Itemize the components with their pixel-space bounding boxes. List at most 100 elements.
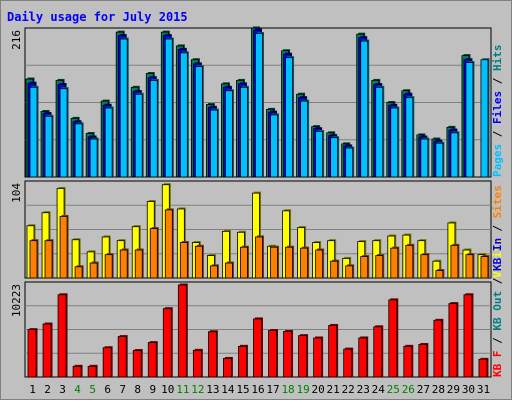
- hits-panel-bar-pages: [345, 147, 354, 178]
- kbytes-panel-legend-item: /: [491, 277, 504, 291]
- kbytes-panel-bar-kb-f: [132, 350, 142, 378]
- day-tick-label: 26: [402, 383, 415, 396]
- hits-panel-legend-item: Hits: [491, 45, 504, 78]
- kbytes-panel-bar-kb-f: [147, 342, 157, 378]
- hits-panel-bar-pages: [405, 97, 414, 178]
- visits-panel-bar-sites: [194, 245, 203, 279]
- visits-panel-bar-sites: [360, 256, 369, 279]
- day-tick-label: 14: [221, 383, 235, 396]
- kbytes-panel-bar-kb-f: [433, 319, 443, 378]
- visits-panel-bar-sites: [270, 246, 278, 279]
- kbytes-panel-bar-kb-f: [72, 365, 82, 378]
- hits-panel-legend-item: /: [491, 130, 504, 144]
- kbytes-panel-bar-kb-f: [42, 323, 52, 378]
- visits-panel-bar-sites: [59, 216, 68, 279]
- kbytes-panel-bar-kb-f: [253, 318, 262, 378]
- visits-panel-bar-sites: [345, 265, 354, 279]
- kbytes-panel-legend-item: /: [491, 337, 504, 351]
- hits-panel-bar-pages: [194, 66, 203, 178]
- hits-panel-legend: Pages / Files / Hits: [491, 45, 504, 178]
- visits-panel-bar-sites: [450, 244, 459, 279]
- chart-title: Daily usage for July 2015: [7, 10, 188, 24]
- day-tick-label: 18: [281, 383, 294, 396]
- kbytes-panel-bar-kb-f: [343, 348, 353, 378]
- day-tick-label: 1: [29, 383, 36, 396]
- day-tick-label: 25: [387, 383, 400, 396]
- kbytes-panel-bar-kb-f: [57, 294, 67, 378]
- day-tick-label: 10: [161, 383, 174, 396]
- visits-panel-bar-sites: [285, 246, 293, 279]
- hits-panel-bar-pages: [330, 137, 339, 178]
- day-tick-label: 5: [89, 383, 96, 396]
- kbytes-panel-bar-kb-f: [177, 284, 187, 378]
- day-tick-label: 21: [327, 383, 340, 396]
- hits-panel-bar-pages: [420, 138, 429, 178]
- day-tick-label: 27: [417, 383, 430, 396]
- kbytes-panel-bar-kb-f: [238, 345, 247, 378]
- visits-panel-bar-sites: [375, 255, 384, 279]
- hits-panel-legend-item: Pages: [491, 144, 504, 177]
- hits-panel-bar-pages: [134, 93, 143, 178]
- visits-panel-bar-sites: [480, 256, 489, 279]
- visits-panel-bar-sites: [179, 242, 188, 279]
- kbytes-panel-bar-kb-f: [223, 358, 232, 378]
- hits-panel-legend-item: /: [491, 77, 504, 91]
- day-tick-label: 20: [312, 383, 325, 396]
- hits-panel-bar-pages: [360, 40, 369, 178]
- hits-panel-bar-pages: [390, 107, 399, 178]
- kbytes-panel-bar-kb-f: [373, 326, 383, 378]
- hits-panel-bar-pages: [104, 107, 113, 178]
- visits-panel-legend: Visits / Sites: [491, 185, 504, 278]
- hits-panel-bar-pages: [480, 59, 489, 178]
- hits-panel-bar-pages: [315, 131, 324, 178]
- visits-panel-bar-sites: [44, 240, 53, 279]
- visits-panel-bar-sites: [29, 240, 38, 279]
- visits-panel-bar-sites: [134, 249, 143, 279]
- day-tick-label: 30: [462, 383, 475, 396]
- kbytes-panel-legend-item: KB Out: [491, 291, 504, 337]
- kbytes-panel-legend-item: KB In: [491, 238, 504, 278]
- visits-panel-legend-item: Visits: [491, 238, 504, 278]
- kbytes-panel-bar-kb-f: [268, 330, 277, 378]
- visits-panel-bar-sites: [225, 262, 233, 279]
- day-tick-label: 24: [372, 383, 386, 396]
- hits-panel-bar-pages: [435, 142, 444, 178]
- hits-panel-bar-pages: [44, 115, 53, 178]
- day-tick-label: 23: [357, 383, 370, 396]
- day-tick-label: 29: [447, 383, 460, 396]
- visits-panel-bar-sites: [164, 209, 173, 279]
- kbytes-panel-bar-kb-f: [358, 337, 368, 378]
- day-tick-label: 7: [119, 383, 126, 396]
- kbytes-panel-legend: KB F / KB Out / KB In: [491, 238, 504, 377]
- hits-panel-bar-pages: [29, 86, 38, 178]
- hits-panel-legend-item: Files: [491, 91, 504, 131]
- visits-panel-bar-sites: [240, 246, 248, 279]
- hits-panel-bar-pages: [285, 57, 293, 178]
- visits-panel-bar-sites: [300, 247, 308, 279]
- day-tick-label: 12: [191, 383, 204, 396]
- hits-panel-bar-pages: [270, 114, 278, 178]
- visits-panel-ymax-label: 104: [10, 183, 23, 203]
- kbytes-panel-bar-kb-f: [283, 331, 292, 378]
- visits-panel-bar-sites: [420, 254, 429, 279]
- kbytes-panel-bar-kb-f: [403, 345, 413, 378]
- hits-panel-bar-pages: [240, 86, 248, 178]
- day-tick-label: 2: [44, 383, 51, 396]
- hits-panel-bar-pages: [375, 86, 384, 178]
- day-tick-label: 28: [432, 383, 445, 396]
- day-tick-label: 9: [149, 383, 156, 396]
- hits-panel-bar-pages: [149, 80, 158, 178]
- visits-panel-bar-sites: [465, 254, 474, 279]
- visits-panel-bar-sites: [330, 260, 339, 279]
- hits-panel-bar-pages: [225, 90, 233, 178]
- hits-panel-bar-pages: [209, 109, 218, 178]
- kbytes-panel-bar-kb-f: [207, 331, 217, 378]
- day-tick-label: 8: [134, 383, 141, 396]
- kbytes-panel-bar-kb-f: [448, 303, 458, 378]
- visits-panel-bar-sites: [74, 266, 83, 279]
- visits-panel-bar-sites: [435, 270, 444, 279]
- kbytes-panel-ymax-label: 10223: [10, 284, 23, 317]
- kbytes-panel-bar-kb-f: [162, 308, 172, 378]
